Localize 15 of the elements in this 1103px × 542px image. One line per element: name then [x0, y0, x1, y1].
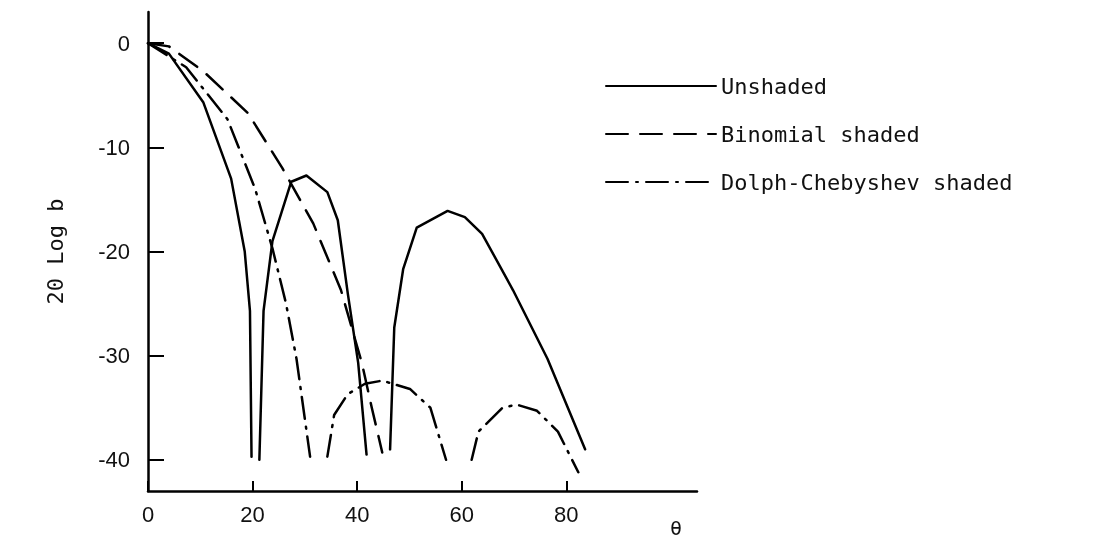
y-axis-title: 20 Log b — [42, 198, 68, 305]
x-tick-label: 0 — [141, 501, 155, 527]
x-tick-label: 40 — [344, 501, 370, 527]
y-tick-label: -30 — [98, 343, 130, 369]
legend-label: Dolph-Chebyshev shaded — [721, 169, 1013, 195]
legend-label: Binomial shaded — [721, 121, 920, 147]
y-tick-label: -20 — [98, 239, 130, 264]
y-tick-label: -40 — [98, 447, 130, 473]
x-tick-label: 60 — [449, 501, 474, 527]
x-tick-label: 80 — [554, 501, 579, 527]
x-tick-label: 20 — [240, 501, 265, 527]
y-tick-label: -10 — [98, 134, 130, 160]
x-axis-title: θ — [670, 516, 683, 540]
legend-label: Unshaded — [721, 73, 827, 99]
y-tick-label: 0 — [117, 30, 130, 56]
